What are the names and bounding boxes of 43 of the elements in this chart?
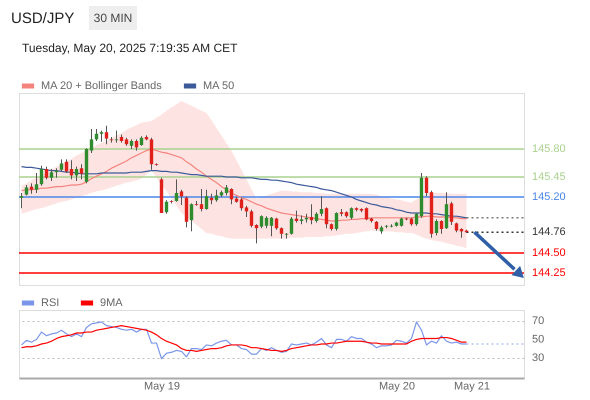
y-tick-label: 144.50 <box>532 247 566 259</box>
candlestick <box>20 192 24 209</box>
candlestick <box>60 158 64 172</box>
y-tick-label: 70 <box>532 315 544 328</box>
candlestick <box>100 130 104 142</box>
candlestick <box>80 164 84 180</box>
candlestick <box>350 206 354 220</box>
x-tick-label: May 20 <box>378 380 416 392</box>
x-tick-label: May 19 <box>144 380 180 392</box>
y-tick-label: 144.76 <box>532 226 566 238</box>
legend-label: RSI <box>41 297 60 309</box>
candlestick <box>280 226 284 240</box>
candlestick <box>460 228 464 238</box>
candlestick <box>34 172 38 194</box>
chart-subtitle: Tuesday, May 20, 2025 7:19:35 AM CET <box>22 41 238 55</box>
candlestick <box>294 210 298 224</box>
candlestick <box>74 166 78 182</box>
candlestick <box>70 160 74 180</box>
y-tick-label: 50 <box>532 333 544 346</box>
legend-label: MA 20 + Bollinger Bands <box>41 80 162 92</box>
legend-label: 9MA <box>100 297 124 309</box>
y-tick-label: 30 <box>532 352 544 364</box>
candlestick <box>200 188 204 212</box>
candlestick <box>290 216 294 236</box>
candlestick <box>30 182 34 194</box>
candlestick <box>134 138 138 152</box>
y-tick-label: 145.45 <box>532 171 566 183</box>
chart-title: USD/JPY <box>11 10 74 27</box>
legend-label: MA 50 <box>203 80 234 92</box>
line-series <box>20 321 468 360</box>
y-tick-label: 144.25 <box>532 267 566 279</box>
candlestick <box>104 125 108 145</box>
candlestick <box>204 189 208 210</box>
candlestick <box>44 166 48 180</box>
candlestick <box>364 206 368 221</box>
line-series <box>20 325 468 352</box>
candlestick <box>320 196 324 217</box>
y-tick-label: 145.80 <box>532 143 566 155</box>
x-tick-label: May 21 <box>454 380 490 392</box>
candlestick <box>50 168 54 182</box>
text: 30 MIN <box>94 11 132 25</box>
y-tick-label: 145.20 <box>532 191 566 203</box>
candlestick <box>130 138 134 150</box>
